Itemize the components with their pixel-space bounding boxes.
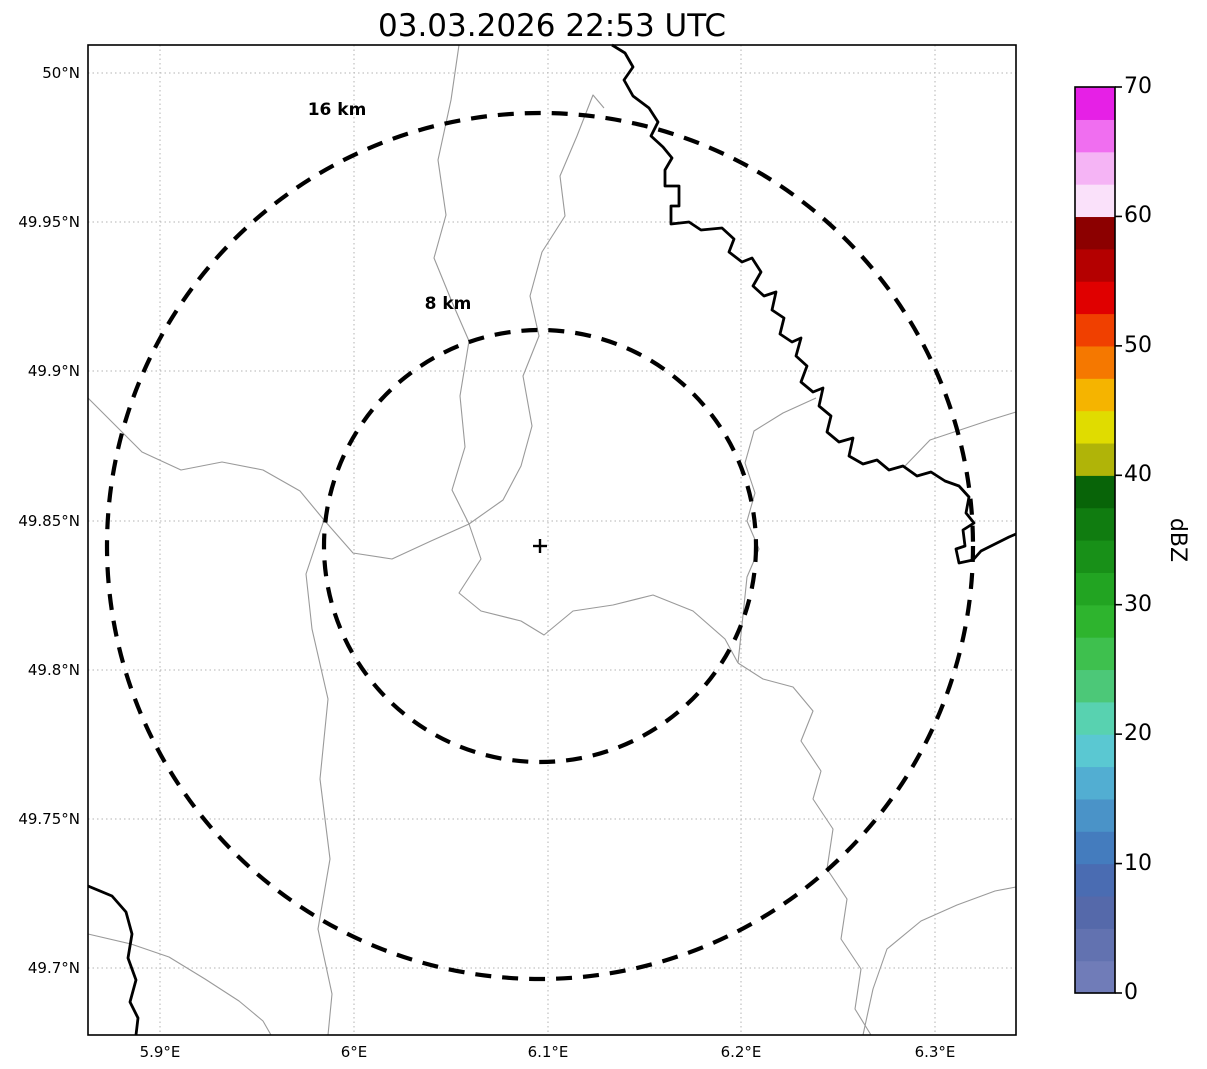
lon-tick-label: 5.9°E <box>139 1043 181 1061</box>
range-ring-16km <box>104 110 976 982</box>
colorbar-tick-label: 50 <box>1124 333 1152 358</box>
colorbar-tick-label: 40 <box>1124 462 1152 487</box>
lat-tick-label: 49.7°N <box>27 959 80 977</box>
colorbar-gradient <box>1075 87 1115 994</box>
colorbar-tick-label: 70 <box>1124 74 1152 99</box>
lat-tick-label: 49.8°N <box>27 661 80 679</box>
plot-border <box>87 44 1017 1036</box>
colorbar-tick-label: 60 <box>1124 203 1152 228</box>
range-ring-8km <box>321 327 759 765</box>
lon-tick-label: 6.3°E <box>914 1043 956 1061</box>
colorbar-tick-label: 20 <box>1124 721 1152 746</box>
colorbar-border <box>1074 86 1116 994</box>
lat-tick-label: 49.75°N <box>18 810 80 828</box>
lon-tick-label: 6°E <box>340 1043 368 1061</box>
radar-center-cross-marker <box>533 539 547 553</box>
lon-tick-label: 6.1°E <box>527 1043 569 1061</box>
range-ring-label-8km: 8 km <box>424 294 472 314</box>
colorbar-tick-label: 10 <box>1124 851 1152 876</box>
lat-tick-label: 49.9°N <box>27 362 80 380</box>
range-ring-label-16km: 16 km <box>307 100 367 120</box>
colorbar-tick-label: 30 <box>1124 592 1152 617</box>
colorbar-axis-label: dBZ <box>1165 517 1190 563</box>
colorbar-tick-marks <box>1115 86 1122 994</box>
graticule-grid-lines <box>88 45 1016 1035</box>
colorbar-tick-label: 0 <box>1124 980 1138 1005</box>
country-border-line <box>87 43 1017 1036</box>
lat-tick-label: 49.85°N <box>18 512 80 530</box>
admin-boundary-lines <box>87 44 1017 1036</box>
lat-tick-label: 49.95°N <box>18 213 80 231</box>
lat-tick-label: 50°N <box>42 64 80 82</box>
plot-title: 03.03.2026 22:53 UTC <box>378 8 726 44</box>
lon-tick-label: 6.2°E <box>720 1043 762 1061</box>
